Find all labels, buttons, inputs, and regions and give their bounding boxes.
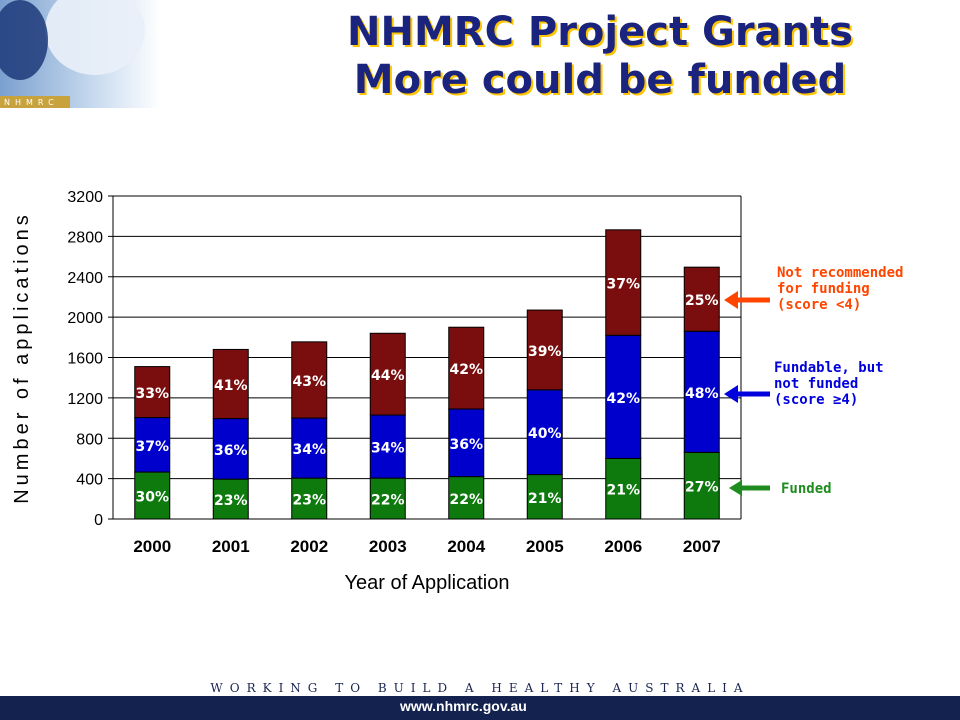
- annotation-fundable-line-1: Fundable, but: [774, 360, 884, 376]
- bar-funded-2007: [683, 451, 720, 520]
- bar-label: 22%: [449, 492, 483, 508]
- x-tick-label: 2006: [604, 537, 642, 556]
- bar-not-recommended-2002: [291, 341, 328, 419]
- bar-not-recommended-2003: [369, 332, 406, 416]
- bar-label: 39%: [528, 344, 562, 360]
- bar-not-recommended-2005: [526, 309, 563, 391]
- bar-label: 21%: [606, 483, 640, 499]
- bar-funded-2000: [134, 471, 171, 520]
- annotation-fundable: Fundable, but not funded (score ≥4): [774, 360, 884, 408]
- bar-fundable-2006: [605, 334, 642, 459]
- bar-label: 21%: [528, 491, 562, 507]
- y-tick-label: 2800: [67, 229, 103, 246]
- title-line-1: NHMRC Project Grants: [347, 9, 853, 55]
- x-tick-label: 2005: [526, 537, 564, 556]
- arrow-left-icon-fundable: [724, 385, 770, 403]
- logo-text: NHMRC: [4, 98, 59, 107]
- y-tick-label: 3200: [67, 189, 103, 206]
- bar-label: 22%: [371, 493, 405, 509]
- bar-fundable-2001: [212, 418, 249, 480]
- annotation-fundable-line-2: not funded: [774, 376, 859, 392]
- bar-funded-2002: [291, 477, 328, 520]
- footer-bar: [0, 696, 960, 720]
- x-tick-label: 2003: [369, 537, 407, 556]
- y-tick-label: 0: [94, 512, 103, 529]
- bar-not-recommended-2007: [683, 266, 720, 332]
- bar-funded-2004: [448, 476, 485, 520]
- bar-label: 42%: [449, 362, 483, 378]
- arrow-left-icon-funded: [729, 480, 770, 496]
- bar-fundable-2003: [369, 414, 406, 479]
- footer-tagline: WORKING TO BUILD A HEALTHY AUSTRALIA: [210, 681, 750, 695]
- y-tick-label: 400: [76, 472, 103, 489]
- bar-not-recommended-2001: [212, 348, 249, 420]
- bar-funded-2005: [526, 474, 563, 520]
- bar-label: 48%: [685, 386, 719, 402]
- annotation-funded: Funded: [781, 481, 832, 497]
- x-tick-label: 2000: [133, 537, 171, 556]
- y-tick-label: 2400: [67, 270, 103, 287]
- x-axis-title: Year of Application: [345, 572, 510, 594]
- logo-photo-image: NHMRC: [0, 0, 160, 108]
- y-tick-label: 1200: [67, 391, 103, 408]
- stacked-bar-chart: 0 400 800 1200 1600 2000 2400 2800 3200 30% 37% 33%…: [11, 189, 742, 594]
- x-tick-label: 2004: [447, 537, 485, 556]
- arrow-left-icon-not-recommended: [724, 291, 770, 309]
- bar-funded-2003: [369, 477, 406, 520]
- annotation-not-recommended: Not recommended for funding (score <4): [777, 265, 903, 313]
- bar-label: 34%: [292, 442, 326, 458]
- page-title: NHMRC Project Grants More could be funde…: [240, 8, 960, 104]
- bar-not-recommended-2004: [448, 326, 485, 410]
- bar-fundable-2000: [134, 417, 171, 473]
- bar-label: 25%: [685, 293, 719, 309]
- bar-not-recommended-2006: [605, 229, 642, 336]
- footer-url: www.nhmrc.gov.au: [400, 698, 527, 714]
- annotation-fundable-line-3: (score ≥4): [774, 392, 859, 408]
- bar-label: 23%: [292, 493, 326, 509]
- bar-label: 42%: [606, 391, 640, 407]
- bar-label: 30%: [135, 490, 169, 506]
- bar-label: 23%: [214, 493, 248, 509]
- y-tick-label: 2000: [67, 310, 103, 327]
- annotation-not-recommended-line-1: Not recommended: [777, 265, 904, 281]
- bar-label: 27%: [685, 480, 719, 496]
- bar-label: 43%: [292, 374, 326, 390]
- y-tick-label: 800: [76, 431, 103, 448]
- bar-label: 36%: [214, 443, 248, 459]
- title-line-2: More could be funded: [353, 57, 847, 103]
- bar-label: 37%: [135, 439, 169, 455]
- bar-label: 34%: [371, 441, 405, 457]
- bar-label: 36%: [449, 437, 483, 453]
- x-tick-label: 2007: [683, 537, 721, 556]
- bar-not-recommended-2000: [134, 366, 171, 419]
- bar-label: 40%: [528, 426, 562, 442]
- bar-label: 37%: [606, 277, 640, 293]
- nhmrc-logo: NHMRC: [0, 0, 160, 108]
- bar-label: 33%: [135, 386, 169, 402]
- x-tick-label: 2002: [290, 537, 328, 556]
- annotation-not-recommended-line-2: for funding: [777, 281, 870, 297]
- x-tick-label: 2001: [212, 537, 250, 556]
- bar-label: 44%: [371, 368, 405, 384]
- bar-fundable-2004: [448, 408, 485, 478]
- annotation-not-recommended-line-3: (score <4): [777, 297, 862, 313]
- y-axis-title: Number of applications: [11, 211, 33, 504]
- bar-label: 41%: [214, 378, 248, 394]
- bar-fundable-2007: [683, 330, 720, 453]
- y-tick-label: 1600: [67, 351, 103, 368]
